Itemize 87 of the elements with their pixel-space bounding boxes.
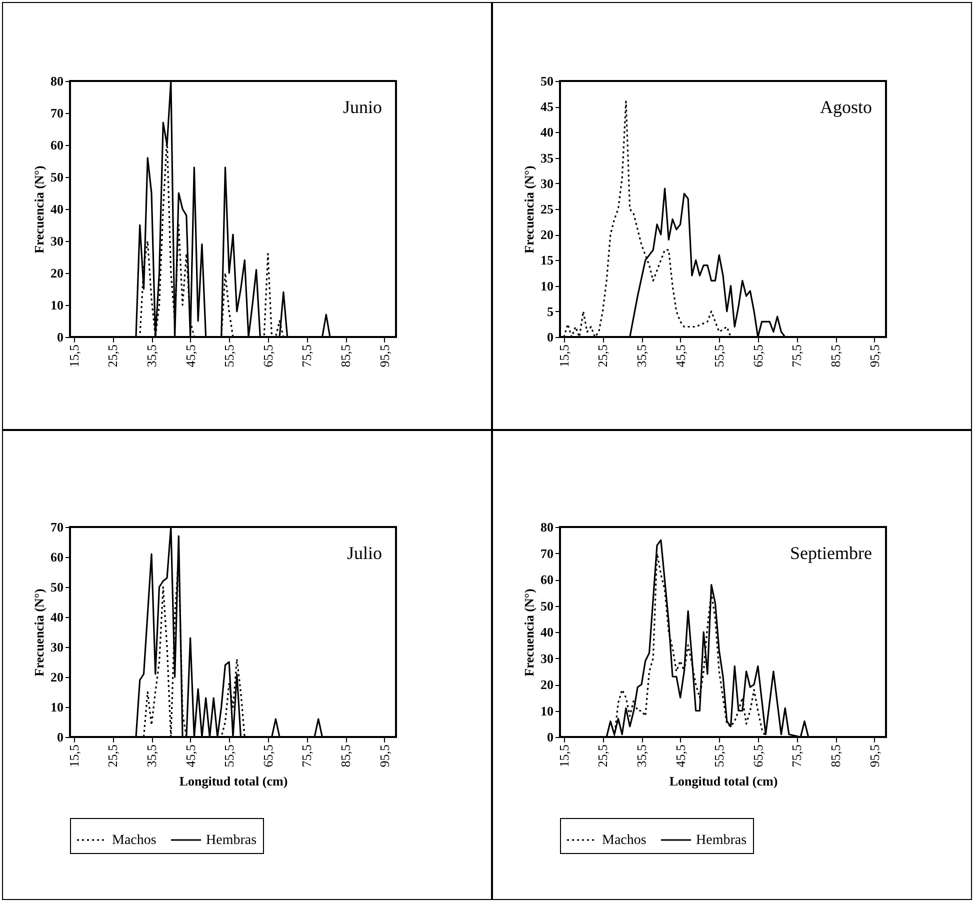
y-tick-label: 50	[540, 598, 554, 614]
y-tick-label: 0	[547, 330, 554, 344]
x-tick-label: 35,5	[144, 744, 159, 768]
y-tick-label: 70	[50, 106, 64, 120]
y-axis-title: Frecuencia (N°)	[522, 588, 536, 676]
y-tick-label: 40	[540, 124, 554, 140]
y-axis-title: Frecuencia (N°)	[522, 166, 536, 254]
x-tick-label: 45,5	[182, 744, 198, 768]
x-tick-label: 75,5	[789, 344, 804, 368]
y-tick-label: 30	[50, 640, 64, 654]
y-tick-label: 40	[50, 202, 64, 216]
x-tick-label: 65,5	[260, 344, 276, 368]
x-tick-label: 35,5	[144, 344, 159, 368]
y-tick-label: 30	[540, 176, 554, 191]
x-tick-label: 25,5	[105, 744, 120, 768]
x-tick-label: 65,5	[750, 344, 766, 368]
y-tick-label: 10	[50, 298, 64, 312]
y-tick-label: 50	[50, 580, 64, 594]
x-tick-label: 75,5	[789, 744, 804, 768]
x-tick-label: 25,5	[595, 744, 610, 768]
x-tick-label: 15,5	[66, 344, 82, 368]
x-tick-label: 75,5	[299, 344, 314, 368]
y-tick-label: 20	[50, 670, 64, 684]
y-tick-label: 20	[540, 677, 554, 692]
x-tick-label: 15,5	[556, 744, 572, 768]
x-tick-label: 95,5	[866, 744, 882, 768]
x-tick-label: 25,5	[105, 344, 120, 368]
text: Agosto	[820, 97, 872, 117]
y-tick-label: 50	[540, 74, 554, 88]
y-tick-label: 0	[57, 730, 64, 744]
x-tick-label: 85,5	[828, 344, 844, 368]
x-tick-label: 55,5	[222, 744, 237, 768]
x-tick-label: 15,5	[66, 744, 82, 768]
x-tick-label: 15,5	[556, 344, 572, 368]
text: Julio	[346, 543, 382, 563]
x-tick-label: 65,5	[750, 744, 766, 768]
x-tick-label: 55,5	[712, 744, 727, 768]
x-axis-title: Longitud total (cm)	[179, 773, 288, 788]
y-tick-label: 10	[540, 703, 554, 718]
y-tick-label: 60	[50, 138, 64, 152]
legend-label: Hembras	[206, 833, 257, 848]
y-tick-label: 20	[50, 266, 64, 280]
y-tick-label: 50	[50, 170, 64, 184]
y-tick-label: 20	[540, 227, 554, 242]
x-tick-label: 35,5	[634, 344, 649, 368]
y-tick-label: 80	[50, 74, 64, 88]
y-tick-label: 10	[540, 278, 554, 294]
x-tick-label: 95,5	[866, 344, 882, 368]
x-tick-label: 85,5	[828, 744, 844, 768]
y-tick-label: 60	[50, 550, 64, 564]
x-tick-label: 75,5	[299, 744, 314, 768]
x-tick-label: 25,5	[595, 344, 610, 368]
y-tick-label: 15	[540, 252, 554, 268]
y-tick-label: 60	[540, 572, 554, 587]
x-tick-label: 45,5	[182, 344, 198, 368]
x-tick-label: 55,5	[712, 344, 727, 368]
legend-label: Machos	[112, 833, 156, 848]
y-axis-title: Frecuencia (N°)	[32, 588, 46, 676]
text: Septiembre	[790, 543, 872, 563]
text: Junio	[342, 97, 382, 117]
x-tick-label: 85,5	[338, 344, 354, 368]
x-axis-title: Longitud total (cm)	[669, 773, 778, 788]
y-tick-label: 0	[547, 730, 554, 744]
y-tick-label: 5	[547, 304, 554, 319]
x-tick-label: 65,5	[260, 744, 276, 768]
y-tick-label: 45	[540, 99, 554, 114]
y-tick-label: 30	[540, 650, 554, 666]
y-tick-label: 40	[540, 624, 554, 640]
legend-label: Machos	[602, 833, 646, 848]
y-tick-label: 80	[540, 520, 554, 534]
x-tick-label: 45,5	[672, 744, 688, 768]
x-tick-label: 85,5	[338, 744, 354, 768]
y-tick-label: 35	[540, 150, 554, 166]
x-tick-label: 35,5	[634, 744, 649, 768]
y-tick-label: 0	[57, 330, 64, 344]
y-tick-label: 10	[50, 700, 64, 714]
y-tick-label: 70	[540, 546, 554, 561]
x-tick-label: 95,5	[376, 344, 392, 368]
y-axis-title: Frecuencia (N°)	[32, 166, 46, 254]
x-tick-label: 55,5	[222, 344, 237, 368]
y-tick-label: 25	[540, 202, 554, 216]
x-tick-label: 45,5	[672, 344, 688, 368]
y-tick-label: 30	[50, 234, 64, 248]
x-tick-label: 95,5	[376, 744, 392, 768]
y-tick-label: 40	[50, 610, 64, 624]
legend-label: Hembras	[696, 833, 747, 848]
y-tick-label: 70	[50, 520, 64, 534]
